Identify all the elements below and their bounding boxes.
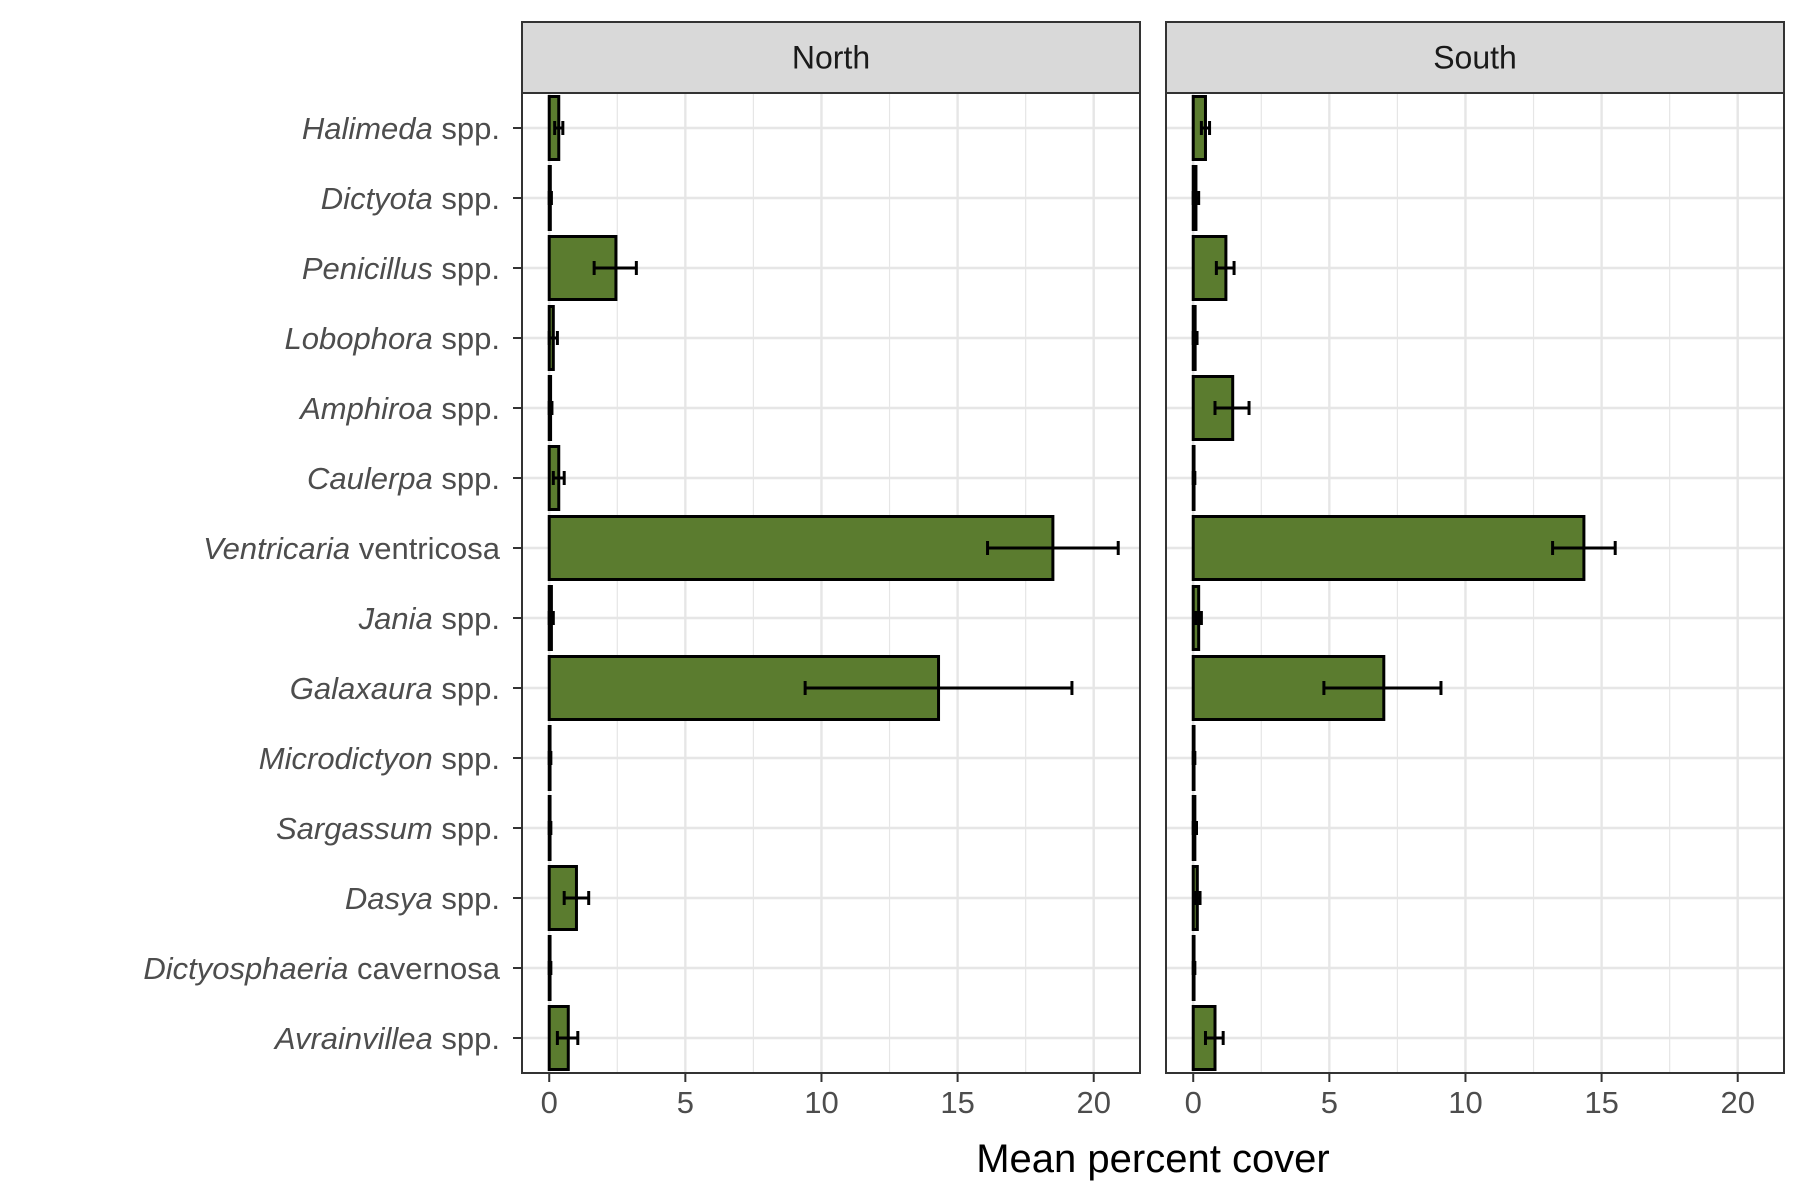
error-bar (553, 121, 565, 135)
error-bar (562, 891, 591, 905)
error-bar (986, 541, 1120, 555)
x-tick-label: 20 (1076, 1085, 1110, 1120)
category-label: Halimeda spp. (302, 111, 500, 146)
category-label: Jania spp. (358, 601, 500, 636)
category-label: Sargassum spp. (276, 811, 500, 846)
category-label: Dasya spp. (345, 881, 500, 916)
error-bar (547, 751, 553, 765)
x-tick-label: 20 (1720, 1085, 1754, 1120)
category-label: Penicillus spp. (302, 251, 500, 286)
x-tick-label: 0 (1185, 1085, 1202, 1120)
bar (547, 235, 618, 301)
panel-north: North 0 5 10 15 20 (521, 21, 1141, 1120)
error-bar (803, 681, 1074, 695)
category-label: Dictyota spp. (321, 181, 500, 216)
category-label: Microdictyon spp. (259, 741, 500, 776)
x-tick-label: 5 (677, 1085, 694, 1120)
category-label: Galaxaura spp. (290, 671, 500, 706)
x-tick-label: 10 (1448, 1085, 1482, 1120)
facet-label-south: South (1433, 40, 1517, 76)
error-bar (1214, 261, 1236, 275)
panel-south: South 0 5 10 15 20 (1165, 21, 1785, 1120)
error-bar (1191, 331, 1199, 345)
error-bar (547, 961, 553, 975)
category-label: Caulerpa spp. (307, 461, 500, 496)
x-tick-label: 15 (1584, 1085, 1618, 1120)
facet-label-north: North (792, 40, 870, 76)
bar (547, 515, 1055, 581)
panel-background (522, 93, 1140, 1073)
error-bar (1193, 891, 1202, 905)
category-label: Amphiroa spp. (298, 391, 500, 426)
x-tick-label: 5 (1321, 1085, 1338, 1120)
error-bar (547, 401, 554, 415)
category-label: Lobophora spp. (285, 321, 500, 356)
error-bar (1191, 961, 1197, 975)
error-bar (547, 821, 553, 835)
facet-strip (521, 21, 1141, 94)
bar (1191, 515, 1586, 581)
error-bar (547, 331, 559, 345)
error-bar (592, 261, 638, 275)
error-bar (1191, 191, 1201, 205)
category-label: Ventricaria ventricosa (203, 531, 501, 566)
category-label: Avrainvillea spp. (273, 1021, 500, 1056)
error-bar (1203, 1031, 1225, 1045)
error-bar (1191, 471, 1197, 485)
panel-background (1166, 93, 1784, 1073)
error-bar (547, 611, 555, 625)
x-tick-label: 15 (940, 1085, 974, 1120)
x-tick-label: 0 (541, 1085, 558, 1120)
category-label: Dictyosphaeria cavernosa (143, 951, 500, 986)
error-bar (1191, 751, 1197, 765)
error-bar (1191, 821, 1198, 835)
x-tick-label: 10 (804, 1085, 838, 1120)
error-bar (1322, 681, 1443, 695)
x-axis-title: Mean percent cover (976, 1137, 1330, 1181)
facet-strip (1165, 21, 1785, 94)
error-bar (1199, 121, 1212, 135)
error-bar (551, 471, 566, 485)
error-bar (1213, 401, 1251, 415)
error-bar (1194, 611, 1203, 625)
error-bar (547, 191, 553, 205)
error-bar (1551, 541, 1617, 555)
error-bar (555, 1031, 580, 1045)
